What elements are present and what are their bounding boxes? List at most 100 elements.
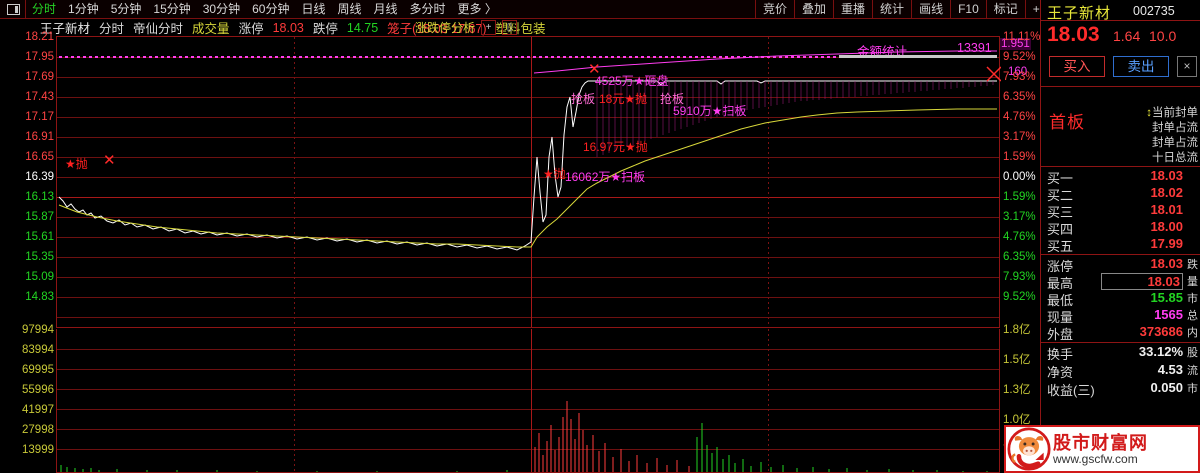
annotation-qiangban-1: 抢板 <box>571 92 596 106</box>
close-button[interactable]: × <box>1177 56 1197 77</box>
bid-row-3[interactable]: 买三 18.01 <box>1041 202 1200 220</box>
tab-period-fenshi[interactable]: 分时 <box>32 2 57 16</box>
stat-row-low: 最低 15.85 市 <box>1041 290 1200 308</box>
price-series-svg <box>58 50 1001 251</box>
tab-period-daily[interactable]: 日线 <box>301 2 326 16</box>
y-axis-vol-2: 69995 <box>22 364 54 376</box>
rise-fall-analysis-label[interactable]: 涨跌停分析 <box>415 21 476 35</box>
tab-period-60min[interactable]: 60分钟 <box>252 2 290 16</box>
subheader-limitdown-label: 跌停 <box>312 22 338 36</box>
bid-row-5[interactable]: 买五 17.99 <box>1041 236 1200 254</box>
tab-period-30min[interactable]: 30分钟 <box>202 2 241 16</box>
y-axis-pct-2: 7.93% <box>1003 71 1036 83</box>
y-axis-price-4: 17.17 <box>25 111 54 123</box>
toolbar-more-button[interactable]: 更多 〉 <box>457 2 497 16</box>
y-axis-pct-zero: 0.00% <box>1003 171 1036 183</box>
stat-ext-low: 市 <box>1187 293 1198 305</box>
fund-row-turnover: 换手 33.12% 股 <box>1041 344 1200 362</box>
panel-toggle-icon[interactable] <box>4 2 22 16</box>
bid-row-2[interactable]: 买二 18.02 <box>1041 185 1200 203</box>
y-axis-price-13: 14.83 <box>25 291 54 303</box>
y-axis-pct-0: 11.11% <box>1003 31 1041 43</box>
bid-label-2: 买二 <box>1047 188 1074 203</box>
annotation-pao-2: ★抛 <box>543 167 566 181</box>
y-axis-pct-4: 4.76% <box>1003 111 1036 123</box>
stat-value-high: 18.03 <box>1101 273 1183 290</box>
tab-period-15min[interactable]: 15分钟 <box>153 2 191 16</box>
fund-value-eps: 0.050 <box>1150 380 1183 395</box>
stat-ext-curvol: 总 <box>1187 310 1198 322</box>
stat-label-curvol: 现量 <box>1047 310 1074 325</box>
toolbar-button-statistics[interactable]: 统计 <box>872 0 911 18</box>
y-axis-volr-3: 1.0亿 <box>1003 414 1031 426</box>
y-axis-pct-13: 9.52% <box>1003 291 1036 303</box>
bid-price-2: 18.02 <box>1150 185 1183 200</box>
bid-price-3: 18.01 <box>1150 202 1183 217</box>
subheader-volume-label: 成交量 <box>192 22 230 36</box>
subheader-limitdown-value: 14.75 <box>346 20 379 35</box>
toolbar-button-replay[interactable]: 重播 <box>833 0 872 18</box>
y-axis-price-prevclose: 16.39 <box>25 171 54 183</box>
tab-period-monthly[interactable]: 月线 <box>373 2 398 16</box>
tab-period-1min[interactable]: 1分钟 <box>68 2 99 16</box>
volume-plot[interactable] <box>56 329 1000 473</box>
stat-value-limitup: 18.03 <box>1150 256 1183 271</box>
stat-label-low: 最低 <box>1047 293 1074 308</box>
status-badge-first-board: 首板 <box>1049 113 1085 132</box>
buy-button[interactable]: 买入 <box>1049 56 1105 77</box>
subheader-limitup-value: 18.03 <box>272 20 304 35</box>
bid-row-4[interactable]: 买四 18.00 <box>1041 219 1200 237</box>
subheader-sector[interactable]: 塑料包装 <box>495 22 546 36</box>
y-axis-vol-6: 13999 <box>22 444 54 456</box>
y-axis-price-2: 17.69 <box>25 71 54 83</box>
annotation-amount-value: 13391 <box>957 41 992 55</box>
y-axis-price-6: 16.65 <box>25 151 54 163</box>
stat-ext-high: 量 <box>1187 276 1198 288</box>
y-axis-price-8: 16.13 <box>25 191 54 203</box>
toolbar-button-mark[interactable]: 标记 <box>985 0 1025 18</box>
bid-label-5: 买五 <box>1047 239 1074 254</box>
panel-icon[interactable]: ▯ <box>502 20 518 35</box>
bid-label-4: 买四 <box>1047 222 1074 237</box>
bull-mascot-icon <box>1007 427 1051 471</box>
panel-last-price: 18.03 <box>1047 23 1100 46</box>
fund-ext-netasset: 流 <box>1187 365 1198 377</box>
volume-bars-svg <box>60 401 988 472</box>
tab-period-multi[interactable]: 多分时 <box>409 2 446 16</box>
price-plot[interactable]: ✕ ★抛 ✕ 4525万★砸盘 抢板 18元★抛 抢板 5910万★扫板 16.… <box>56 36 1001 328</box>
bid-price-5: 17.99 <box>1150 236 1183 251</box>
subheader-stock-name: 王子新材 <box>40 22 91 36</box>
bid-label-1: 买一 <box>1047 171 1074 186</box>
sell-button[interactable]: 卖出 <box>1113 56 1169 77</box>
y-axis-pct-6: 1.59% <box>1003 151 1036 163</box>
y-axis-pct-1: 9.52% <box>1003 51 1036 63</box>
y-axis-pct-12: 7.93% <box>1003 271 1036 283</box>
toolbar-button-bidding[interactable]: 竞价 <box>755 0 794 18</box>
y-axis-vol-5: 27998 <box>22 424 54 436</box>
fund-ext-eps: 市 <box>1187 383 1198 395</box>
panel-stock-name: 王子新材 <box>1047 5 1112 22</box>
y-axis-vol-4: 41997 <box>22 404 54 416</box>
y-axis-pct-10: 4.76% <box>1003 231 1036 243</box>
annotation-4525: 4525万★砸盘 <box>595 74 669 88</box>
toolbar-button-drawline[interactable]: 画线 <box>911 0 950 18</box>
tab-period-5min[interactable]: 5分钟 <box>110 2 142 16</box>
watermark-brand: 股市财富网 <box>1053 432 1148 453</box>
annotation-1697-pao: 16.97元★抛 <box>583 140 648 154</box>
bid-price-4: 18.00 <box>1150 219 1183 234</box>
stat-label-high: 最高 <box>1047 276 1074 291</box>
tab-period-weekly[interactable]: 周线 <box>337 2 362 16</box>
fund-value-netasset: 4.53 <box>1157 362 1183 377</box>
y-axis-volr-0: 1.8亿 <box>1003 324 1031 336</box>
add-circle-icon[interactable]: + <box>481 20 497 35</box>
bid-row-1[interactable]: 买一 18.03 <box>1041 168 1200 186</box>
subheader-indicator[interactable]: 帝仙分时 <box>133 22 184 36</box>
toolbar-button-overlay[interactable]: 叠加 <box>794 0 833 18</box>
amount-progress-track <box>839 55 997 58</box>
toolbar-divider <box>25 0 26 18</box>
toolbar-button-f10[interactable]: F10 <box>950 0 986 18</box>
annotation-qiangban-2: 抢板 <box>660 92 685 106</box>
stat-ext-limitup: 跌 <box>1187 259 1198 271</box>
seal-row-2: 封单占流 <box>1152 137 1198 149</box>
subheader-limitup-label: 涨停 <box>238 22 264 36</box>
